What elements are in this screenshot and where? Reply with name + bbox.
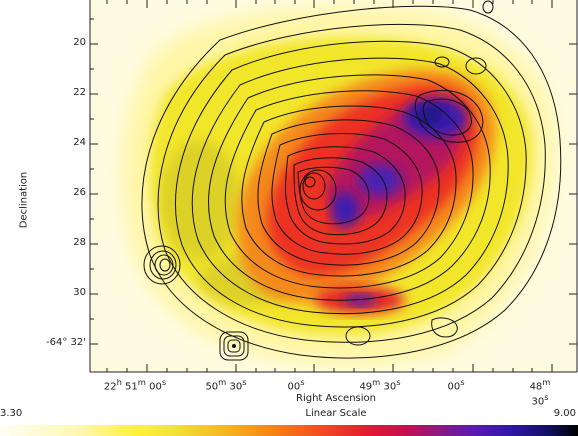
x-tick-label: 49m 30s: [359, 377, 401, 393]
contour-lines: [141, 0, 562, 361]
x-tick-label: 50m 30s: [205, 377, 247, 393]
colorbar: [0, 425, 578, 436]
y-tick-label: 22: [73, 87, 86, 98]
x-tick-label: 48m 30s: [529, 377, 551, 408]
y-tick-label: 26: [73, 187, 86, 198]
y-tick-labels: 20 22 24 26 28 30 -64° 32': [0, 0, 86, 372]
colorbar-max-label: 9.00: [553, 408, 576, 419]
tick-marks: [90, 0, 577, 372]
y-tick-label: -64° 32': [46, 337, 86, 348]
x-tick-label: 22h 51m 00s: [103, 377, 167, 393]
y-tick-label: 30: [73, 287, 86, 298]
colorbar-scale-label: Linear Scale: [305, 408, 367, 419]
x-axis-label: Right Ascension: [296, 393, 376, 404]
y-tick-label: 24: [73, 137, 86, 148]
x-tick-label: 00s: [287, 377, 305, 393]
y-tick-label: 28: [73, 237, 86, 248]
x-tick-label: 00s: [447, 377, 465, 393]
colorbar-min-label: 3.30: [0, 408, 23, 419]
y-tick-label: 20: [73, 37, 86, 48]
